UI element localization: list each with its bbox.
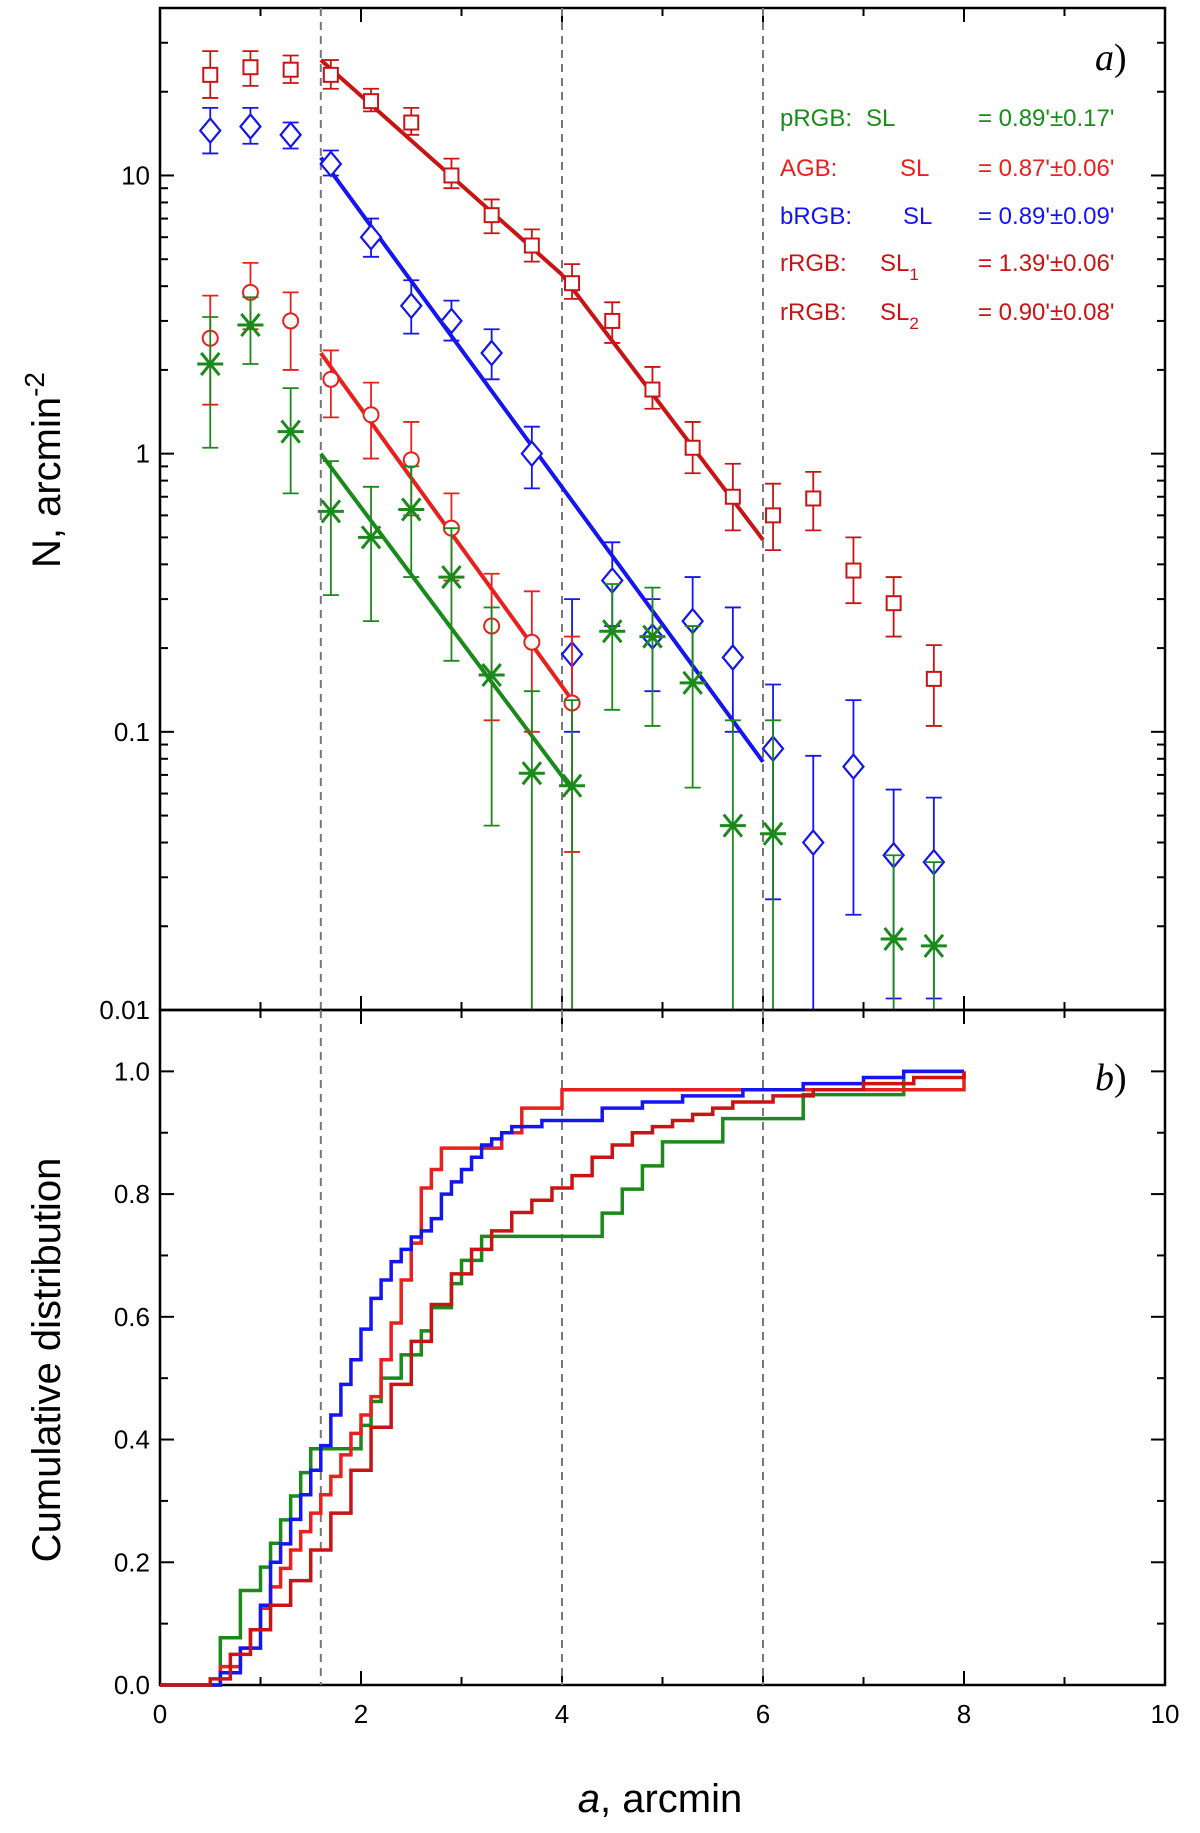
data-point-square [604,312,621,329]
cdf-line-rrgb [160,1071,966,1687]
data-point-diamond [842,752,865,781]
cdf-line-prgb [160,1069,964,1687]
data-point-square [363,93,380,110]
data-point-asterisk [237,313,264,338]
series-rrgb [202,50,942,727]
panel-b-ytick-label: 0.6 [114,1302,150,1332]
data-point-asterisk [559,773,586,798]
data-point-asterisk [760,821,787,846]
data-point-asterisk [719,813,746,838]
panel-a-ytick-label: 0.01 [99,995,150,1025]
data-point-square [845,562,862,579]
data-point-diamond [520,439,544,468]
legend-entry-prgb: pRGB: SL = 0.89'±0.17' [780,105,1114,132]
panel-b-ytick-label: 1.0 [114,1056,150,1086]
panel-b-letter: b) [1095,1057,1127,1099]
data-point-diamond [198,116,222,145]
data-point-asterisk [599,619,626,644]
data-point-square [202,66,219,83]
series-prgb [197,296,947,1010]
data-point-square [483,207,500,224]
panel-a-ylabel-sup: -2 [19,372,50,397]
data-point-asterisk [197,352,224,377]
x-tick-label: 2 [354,1699,368,1729]
data-point-diamond [440,307,463,335]
x-tick-label: 10 [1151,1699,1180,1729]
panel-b: 0.0 0.2 0.4 0.6 0.8 1.0 0 2 4 6 8 10 [114,1008,1180,1729]
legend-entry-brgb: bRGB: SL = 0.89'±0.09' [780,203,1114,230]
data-point-circle [402,451,420,469]
data-point-asterisk [639,624,666,649]
data-point-square [925,670,942,687]
data-point-asterisk [317,499,344,524]
panel-b-ylabel: Cumulative distribution [25,1158,69,1563]
x-axis-title-rest: , arcmin [600,1777,742,1821]
data-point-asterisk [398,497,425,522]
legend: pRGB: SL = 0.89'±0.17' AGB: SL = 0.87'±0.06'… [780,105,1114,333]
x-tick-label: 8 [957,1699,971,1729]
data-point-square [684,439,701,456]
data-point-square [765,507,782,524]
x-tick-label: 0 [153,1699,167,1729]
data-point-square [885,595,902,612]
panel-a: 0.01 0.1 1 10 [99,6,1167,1025]
panel-b-ytick-label: 0.4 [114,1425,150,1455]
data-point-asterisk [478,663,505,688]
data-point-circle [322,370,340,388]
panel-b-ytick-label: 0.8 [114,1179,150,1209]
data-point-diamond [279,121,303,149]
data-point-asterisk [679,670,706,695]
data-point-square [564,275,581,292]
data-point-diamond [480,339,504,367]
data-point-asterisk [438,565,465,590]
panel-a-ytick-label: 0.1 [114,717,150,747]
panel-a-letter: a) [1095,37,1127,79]
data-point-asterisk [518,761,545,786]
data-point-asterisk [277,419,304,444]
data-point-square [644,381,661,398]
data-point-diamond [239,112,262,141]
data-point-square [443,167,460,184]
data-point-square [242,59,259,76]
data-point-asterisk [920,933,947,958]
data-point-asterisk [880,926,907,951]
data-point-diamond [359,223,383,251]
panel-a-ytick-label: 1 [136,439,150,469]
panel-b-frame [158,1008,1167,1687]
cdf-line-brgb [160,1069,964,1687]
data-point-circle [282,312,300,330]
data-point-square [282,61,299,78]
legend-entry-agb: AGB: SL = 0.87'±0.06' [780,155,1114,182]
panel-a-ytick-label: 10 [121,160,150,190]
data-point-diamond [801,828,825,857]
panel-b-ytick-label: 0.0 [114,1670,150,1700]
data-point-square [724,488,741,505]
data-point-asterisk [358,525,385,550]
x-axis-title: a, arcmin [578,1777,743,1821]
x-tick-label: 6 [756,1699,770,1729]
x-axis-title-italic: a [578,1777,600,1821]
data-point-diamond [319,150,343,178]
data-point-square [523,237,540,254]
data-point-square [322,66,339,83]
legend-entry-rrgb-2: rRGB: SL2 = 0.90'±0.08' [780,299,1114,333]
data-point-square [403,114,420,131]
data-point-diamond [721,643,745,672]
panel-b-ytick-label: 0.2 [114,1547,150,1577]
data-point-diamond [399,292,423,320]
x-tick-label: 4 [555,1699,569,1729]
data-point-circle [523,633,541,651]
data-point-circle [362,406,380,424]
fit-line [319,156,765,764]
legend-entry-rrgb-1: rRGB: SL1 = 1.39'±0.06' [780,250,1114,284]
panel-a-ylabel: N, arcmin-2 [19,372,69,568]
fit-line [319,58,564,277]
fit-line [319,452,574,791]
data-point-square [805,490,822,507]
